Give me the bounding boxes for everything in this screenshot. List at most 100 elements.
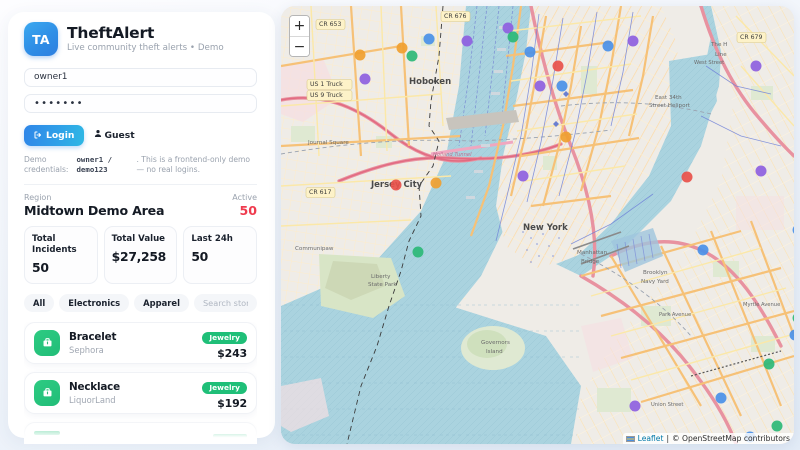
login-button[interactable]: Login [24, 124, 85, 146]
filter-chip-electronics[interactable]: Electronics [59, 293, 130, 312]
incident-price: $243 [217, 347, 247, 361]
map-incident-marker[interactable] [556, 80, 568, 92]
filter-chip-all[interactable]: All [24, 293, 55, 312]
attribution-separator: | [666, 434, 670, 443]
map-incident-marker[interactable] [771, 420, 783, 432]
map-label: Governors [481, 340, 510, 346]
stat-label: Total Incidents [32, 234, 77, 256]
guest-button-label: Guest [104, 129, 135, 141]
incident-list-item[interactable]: Necklace LiquorLand Jewelry $192 [24, 371, 257, 414]
active-count: 50 [239, 203, 257, 219]
zoom-in-button[interactable]: + [290, 16, 309, 36]
bag-icon [34, 379, 60, 406]
map-incident-marker[interactable] [354, 49, 366, 61]
leaflet-link[interactable]: Leaflet [637, 434, 664, 443]
zoom-out-button[interactable]: − [290, 36, 309, 56]
filter-row: All Electronics Apparel [24, 293, 257, 312]
map-incident-marker[interactable] [755, 165, 767, 177]
map-incident-marker[interactable] [715, 392, 727, 404]
app-title: TheftAlert [67, 23, 155, 42]
demo-label-line2: credentials: [24, 165, 69, 175]
stat-label: Total Value [111, 234, 166, 245]
map-incident-marker[interactable] [502, 22, 514, 34]
stat-label: Last 24h [191, 234, 233, 245]
map-attribution[interactable]: Leaflet | © OpenStreetMap contributors [622, 433, 794, 444]
map-label: Manhattan [577, 250, 608, 256]
map-zoom-control[interactable]: + − [289, 15, 310, 57]
map-label: Myrtle Avenue [743, 302, 780, 308]
login-arrow-icon [34, 131, 42, 139]
incident-list-item-partial[interactable] [24, 421, 257, 444]
map-incident-marker[interactable] [423, 33, 435, 45]
map-label: Navy Yard [641, 279, 669, 285]
map-incident-marker[interactable] [629, 400, 641, 412]
map-incident-marker[interactable] [750, 60, 762, 72]
map-label: Bridge [581, 259, 600, 265]
map-label: US 1 Truck [310, 81, 343, 88]
stat-total-incidents: Total Incidents 50 [24, 226, 98, 284]
map-incident-marker[interactable] [534, 80, 546, 92]
incident-category-badge: Jewelry [202, 381, 247, 394]
map-marker-layer [281, 6, 794, 444]
region-header: Region Midtown Demo Area Active 50 [24, 193, 257, 218]
region-label: Region [24, 193, 52, 203]
demo-cred-line2: demo123 [76, 164, 108, 174]
incident-list-item[interactable]: Bracelet Sephora Jewelry $243 [24, 321, 257, 364]
bag-icon [34, 430, 60, 435]
sidebar-panel: TA TheftAlert Live community theft alert… [0, 6, 281, 444]
demo-credentials-note: Demo credentials: owner1 / demo123 . Thi… [24, 155, 257, 186]
search-input[interactable] [193, 293, 257, 312]
incident-price: $192 [217, 397, 247, 411]
map-incident-marker[interactable] [359, 73, 371, 85]
map-incident-marker[interactable] [627, 35, 639, 47]
map-incident-marker[interactable] [430, 177, 442, 189]
auth-actions: Login Guest [24, 124, 257, 146]
map-incident-marker[interactable] [461, 35, 473, 47]
map-incident-marker[interactable] [552, 60, 564, 72]
map-label: Brooklyn [643, 270, 668, 276]
map-incident-marker[interactable] [560, 131, 572, 143]
map-tiles: CR 653 CR 676 CR 679 CR 617 US 1 Truck US 9 T… [281, 6, 794, 444]
map-incident-marker[interactable] [789, 329, 794, 341]
map-label: West Street [694, 60, 724, 66]
guest-person-icon [94, 129, 102, 141]
map-label: Union Street [651, 402, 683, 408]
map-incident-marker[interactable] [792, 312, 794, 324]
map-incident-marker[interactable] [412, 246, 424, 258]
map-incident-marker[interactable] [517, 170, 529, 182]
username-input[interactable] [24, 68, 257, 87]
stats-row: Total Incidents 50 Total Value $27,258 L… [24, 226, 258, 284]
map-label: Street Heliport [649, 103, 691, 109]
app-logo: TA [24, 22, 58, 56]
guest-button[interactable]: Guest [94, 129, 135, 141]
map-incident-marker[interactable] [792, 224, 794, 236]
map-incident-marker[interactable] [681, 171, 693, 183]
map-label: CR 653 [319, 21, 341, 28]
map-incident-marker[interactable] [406, 50, 418, 62]
login-button-label: Login [46, 129, 75, 141]
map-incident-marker[interactable] [507, 31, 519, 43]
incident-category-badge [213, 434, 247, 439]
map-label: CR 617 [309, 189, 331, 196]
map-panel[interactable]: CR 653 CR 676 CR 679 CR 617 US 1 Truck US 9 T… [281, 6, 794, 444]
map-label: CR 676 [444, 13, 466, 20]
map-label: Journal Square [307, 140, 349, 146]
incident-category-badge: Jewelry [202, 331, 247, 344]
map-incident-marker[interactable] [396, 42, 408, 54]
demo-note-text: . This is a frontend-only demo — no real… [136, 154, 251, 175]
password-input[interactable] [24, 93, 257, 113]
incident-store-name: LiquorLand [69, 395, 116, 406]
stat-total-value: Total Value $27,258 [103, 226, 178, 284]
map-label: Communipaw [295, 246, 334, 252]
incident-item-name: Bracelet [69, 330, 117, 343]
map-incident-marker[interactable] [763, 358, 775, 370]
filter-chip-apparel[interactable]: Apparel [134, 293, 189, 312]
demo-label-line1: Demo [24, 154, 47, 164]
map-label: East 34th [655, 95, 682, 101]
map-incident-marker[interactable] [697, 244, 709, 256]
map-incident-marker[interactable] [602, 40, 614, 52]
map-label: Liberty [371, 274, 391, 280]
map-incident-marker[interactable] [390, 179, 402, 191]
map-incident-marker[interactable] [524, 46, 536, 58]
map-label: The H [710, 42, 727, 48]
